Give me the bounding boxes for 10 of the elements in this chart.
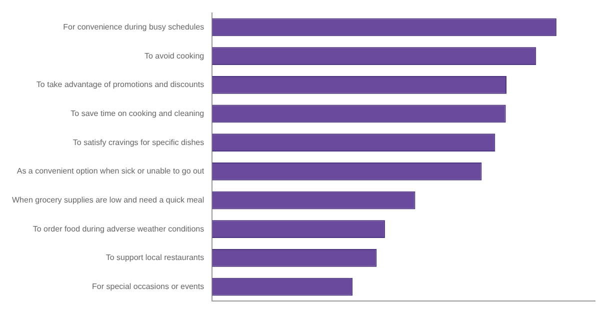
y-tick-label: To support local restaurants bbox=[106, 253, 204, 262]
y-tick-label: As a convenient option when sick or unable to go out bbox=[16, 166, 205, 176]
y-tick-label: For convenience during busy schedules bbox=[63, 22, 204, 32]
y-tick-label: To order food during adverse weather conditions bbox=[32, 224, 204, 234]
y-tick-label: To avoid cooking bbox=[144, 51, 204, 60]
y-tick-label: To satisfy cravings for specific dishes bbox=[72, 138, 204, 147]
y-tick-label: When grocery supplies are low and need a quick meal bbox=[12, 195, 204, 204]
y-tick-label: To take advantage of promotions and discounts bbox=[36, 80, 204, 90]
y-tick-label: For special occasions or events bbox=[92, 282, 204, 291]
y-tick-label: To save time on cooking and cleaning bbox=[70, 108, 204, 118]
